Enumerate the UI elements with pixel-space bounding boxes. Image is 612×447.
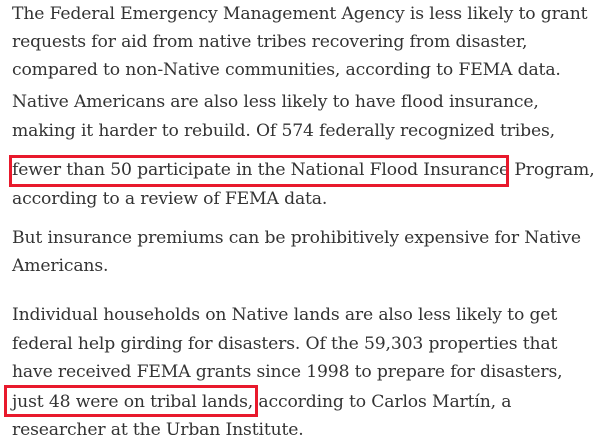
text-line: according to a review of FEMA data. (12, 189, 328, 209)
highlighted-text-line: fewer than 50 participate in the Nationa… (12, 160, 595, 180)
text-line: federal help girding for disasters. Of t… (12, 334, 558, 354)
text-line: Americans. (12, 256, 109, 276)
text-line: Individual households on Native lands ar… (12, 305, 558, 325)
highlight-box-tribal-lands (4, 385, 258, 417)
text-line: The Federal Emergency Management Agency … (12, 4, 588, 24)
text-line: making it harder to rebuild. Of 574 fede… (12, 121, 555, 141)
text-line: But insurance premiums can be prohibitiv… (12, 228, 581, 248)
text-line: Native Americans are also less likely to… (12, 92, 539, 112)
text-line: have received FEMA grants since 1998 to … (12, 362, 563, 382)
highlight-box-flood-insurance (9, 155, 509, 187)
text-line: researcher at the Urban Institute. (12, 420, 304, 440)
highlighted-text-line: just 48 were on tribal lands, according … (12, 392, 512, 412)
text-line: compared to non-Native communities, acco… (12, 60, 561, 80)
text-line: requests for aid from native tribes reco… (12, 32, 528, 52)
